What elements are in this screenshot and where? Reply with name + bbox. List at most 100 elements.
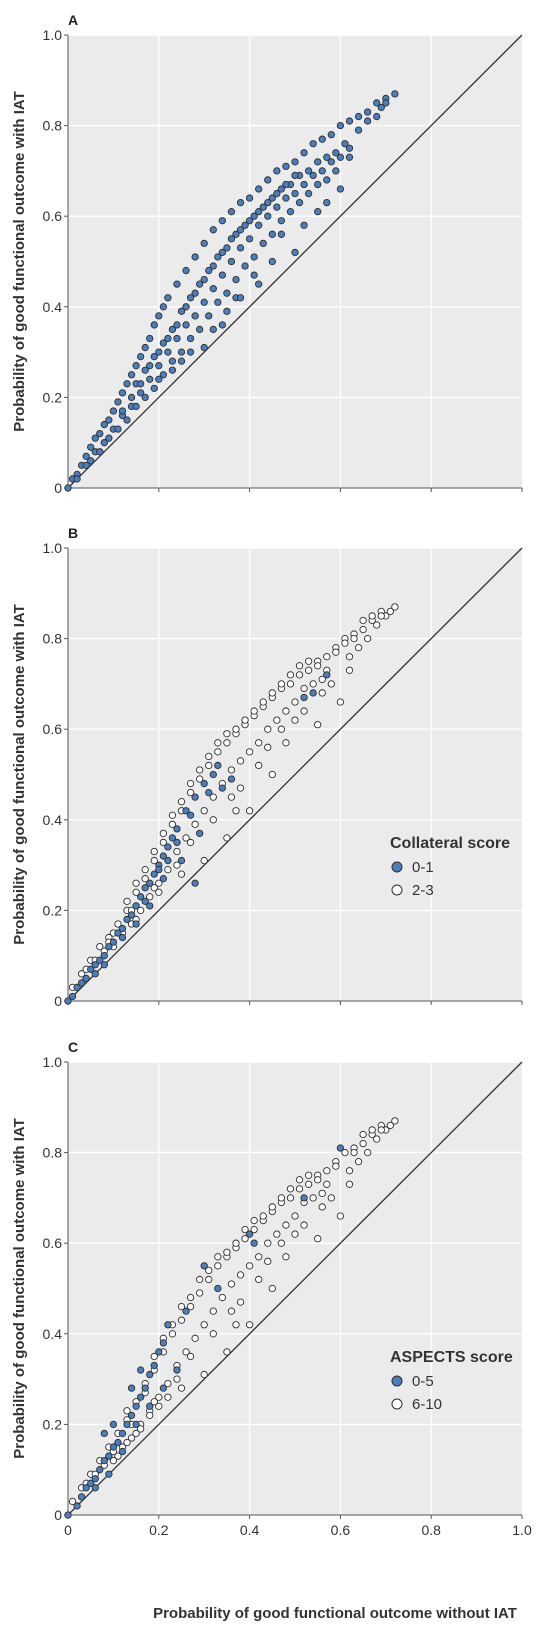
data-point-B xyxy=(291,716,299,724)
data-point-A xyxy=(277,185,286,193)
data-point-A xyxy=(182,321,190,329)
data-point-A xyxy=(291,158,299,166)
data-point-C xyxy=(141,1384,149,1392)
data-point-B xyxy=(223,834,231,842)
data-point-B xyxy=(205,788,213,797)
data-point-A xyxy=(236,294,245,302)
data-point-C xyxy=(146,1411,154,1419)
data-point-B xyxy=(309,680,317,688)
data-point-A xyxy=(155,348,163,356)
data-point-C xyxy=(150,1361,158,1370)
data-point-A xyxy=(73,475,81,483)
data-point-A xyxy=(300,221,308,229)
data-point-B xyxy=(164,856,172,865)
data-point-C xyxy=(64,1511,72,1519)
data-point-A xyxy=(141,366,149,374)
data-point-C xyxy=(341,1148,349,1157)
data-point-B xyxy=(164,843,172,851)
data-point-B xyxy=(136,893,145,901)
data-point-C xyxy=(132,1429,140,1438)
data-point-B xyxy=(177,870,186,878)
data-point-C xyxy=(146,1402,154,1410)
data-point-A xyxy=(336,153,345,161)
data-point-B xyxy=(96,942,104,951)
data-point-B xyxy=(323,671,331,679)
data-point-A xyxy=(250,271,258,279)
data-point-B xyxy=(186,788,195,797)
data-point-B xyxy=(314,721,322,729)
data-point-B xyxy=(155,888,163,896)
data-point-B xyxy=(259,698,267,706)
data-point-A xyxy=(177,307,186,315)
data-point-B xyxy=(132,879,140,887)
data-point-B xyxy=(164,865,172,874)
data-point-A xyxy=(218,321,227,329)
data-point-C xyxy=(164,1379,172,1388)
y-tick-label: 0.6 xyxy=(43,721,63,737)
data-point-C xyxy=(118,1447,127,1456)
data-point-A xyxy=(227,257,236,266)
data-point-B xyxy=(118,924,127,933)
data-point-C xyxy=(336,1144,345,1152)
panel-letter-B: B xyxy=(68,525,78,541)
legend-marker xyxy=(391,1398,403,1410)
data-point-A xyxy=(150,321,158,329)
data-point-A xyxy=(291,171,299,180)
data-point-A xyxy=(173,334,181,343)
data-point-A xyxy=(282,162,290,171)
data-point-C xyxy=(295,1185,304,1193)
data-point-A xyxy=(132,402,140,411)
data-point-B xyxy=(282,707,290,715)
legend-label: 0-1 xyxy=(412,859,434,876)
data-point-C xyxy=(105,1470,113,1478)
data-point-C xyxy=(359,1139,367,1148)
legend-marker xyxy=(391,861,403,873)
data-point-A xyxy=(295,198,304,207)
data-point-C xyxy=(136,1366,145,1374)
data-point-C xyxy=(150,1398,158,1406)
data-point-C xyxy=(177,1302,186,1311)
y-tick-label: 0.4 xyxy=(43,812,63,828)
data-point-A xyxy=(214,298,222,306)
data-point-A xyxy=(155,312,163,320)
data-point-B xyxy=(141,884,149,892)
data-point-C xyxy=(91,1484,99,1492)
data-point-A xyxy=(236,198,245,207)
data-point-A xyxy=(209,262,217,270)
data-point-C xyxy=(164,1321,172,1329)
data-point-B xyxy=(264,743,272,751)
data-point-B xyxy=(159,852,167,860)
data-point-B xyxy=(236,757,245,765)
data-point-A xyxy=(182,266,190,275)
data-point-B xyxy=(350,634,358,643)
data-point-A xyxy=(255,208,263,216)
data-point-A xyxy=(141,343,149,352)
legend-marker xyxy=(391,1375,403,1387)
data-point-C xyxy=(205,1275,213,1284)
y-tick-label: 0 xyxy=(54,993,62,1009)
data-point-A xyxy=(323,153,331,161)
data-point-B xyxy=(386,607,394,616)
data-point-A xyxy=(373,99,381,107)
data-point-B xyxy=(159,838,167,847)
data-point-A xyxy=(200,275,208,284)
data-point-B xyxy=(100,952,108,960)
data-point-B xyxy=(191,793,199,801)
data-point-A xyxy=(264,212,272,220)
data-point-A xyxy=(268,230,276,238)
data-point-B xyxy=(159,829,167,838)
data-point-B xyxy=(118,933,127,942)
data-point-B xyxy=(232,807,240,815)
legend-label: 0-5 xyxy=(412,1373,434,1390)
data-point-A xyxy=(173,280,181,288)
data-point-B xyxy=(300,693,308,702)
data-point-C xyxy=(205,1266,213,1275)
data-point-C xyxy=(277,1194,286,1202)
data-point-C xyxy=(209,1330,217,1338)
data-point-A xyxy=(200,298,208,306)
data-point-C xyxy=(168,1330,177,1338)
data-point-B xyxy=(168,820,177,828)
data-point-C xyxy=(291,1212,299,1220)
data-point-C xyxy=(173,1366,181,1374)
data-point-C xyxy=(155,1348,163,1356)
